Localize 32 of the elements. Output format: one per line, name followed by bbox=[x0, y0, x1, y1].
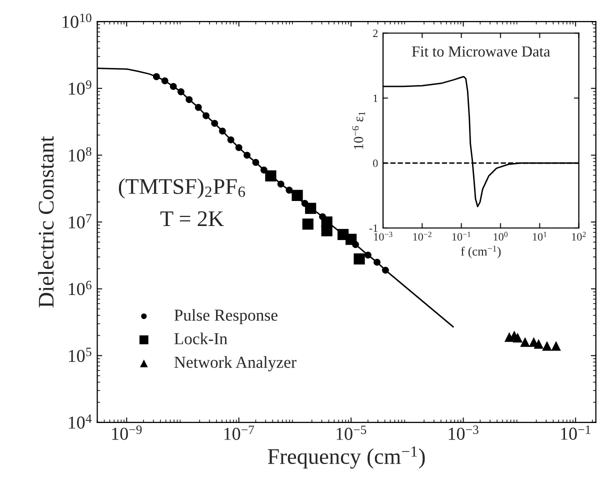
y-tick-label: 10$^{9}$ bbox=[68, 80, 92, 95]
annotation: (TMTSF)$_{2}$PF$_{6}$ bbox=[118, 178, 246, 199]
y-tick-label: 2 bbox=[373, 30, 378, 37]
x-axis-title: f (cm$^{−1}$) bbox=[461, 246, 501, 258]
x-tick-label: 10$^{−1}$ bbox=[452, 232, 470, 241]
x-tick-label: 10$^{−3}$ bbox=[448, 426, 478, 440]
y-tick-label: 10$^{4}$ bbox=[68, 414, 92, 429]
legend-label: Pulse Response bbox=[174, 309, 278, 324]
x-tick-label: 10$^{−5}$ bbox=[336, 426, 366, 440]
y-tick-label: 0 bbox=[373, 160, 378, 168]
y-tick-label: -1 bbox=[369, 224, 378, 232]
y-tick-label: 10$^{8}$ bbox=[68, 147, 92, 162]
x-tick-label: 10$^{1}$ bbox=[532, 232, 547, 241]
y-tick-label: 10$^{6}$ bbox=[68, 280, 92, 296]
legend-label: Network Analyzer bbox=[174, 356, 296, 372]
x-tick-label: 10$^{−9}$ bbox=[112, 426, 142, 440]
legend-label: Lock-In bbox=[174, 332, 228, 344]
x-tick-label: 10$^{2}$ bbox=[572, 232, 586, 241]
y-axis-title: 10$^{−6}$ ε$_{1}$ bbox=[352, 112, 366, 149]
annotation: T = 2K bbox=[160, 211, 224, 226]
x-tick-label: 10$^{−7}$ bbox=[224, 426, 254, 440]
y-tick-label: 10$^{5}$ bbox=[68, 348, 92, 362]
x-tick-label: 10$^{−2}$ bbox=[413, 232, 432, 241]
x-tick-label: 10$^{0}$ bbox=[494, 232, 508, 241]
y-tick-label: 10$^{10}$ bbox=[62, 14, 92, 28]
y-axis-title: Dielectric Constant bbox=[38, 136, 54, 308]
y-tick-label: 1 bbox=[374, 94, 378, 102]
x-tick-label: 10$^{−1}$ bbox=[561, 426, 590, 440]
y-tick-label: 10$^{7}$ bbox=[68, 214, 92, 228]
x-tick-label: 10$^{−3}$ bbox=[374, 232, 392, 241]
x-axis-title: Frequency (cm$^{−1}$) bbox=[268, 446, 425, 469]
annotation: Fit to Microwave Data bbox=[412, 46, 550, 57]
